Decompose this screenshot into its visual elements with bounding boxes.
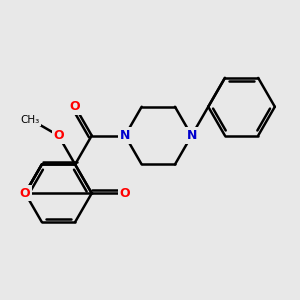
Text: O: O xyxy=(120,187,130,200)
Text: N: N xyxy=(120,129,130,142)
Text: O: O xyxy=(53,129,64,142)
Text: N: N xyxy=(186,129,197,142)
Text: CH₃: CH₃ xyxy=(20,115,39,125)
Text: O: O xyxy=(20,187,31,200)
Text: O: O xyxy=(70,100,80,113)
